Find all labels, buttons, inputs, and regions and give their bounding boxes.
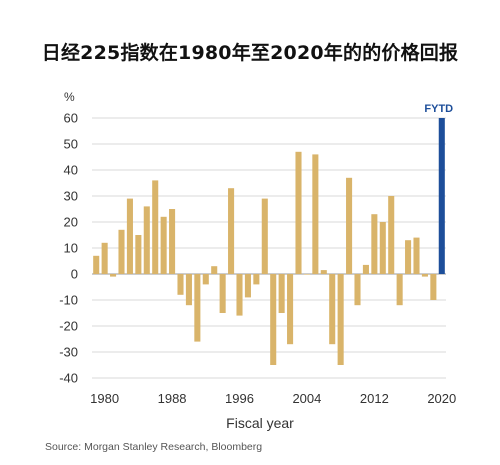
bar-1998: [253, 274, 260, 285]
gridlines: [92, 117, 446, 379]
bar-1993: [211, 266, 218, 274]
bar-2004: [303, 274, 310, 275]
bar-1991: [194, 274, 201, 342]
bar-1983: [126, 198, 133, 274]
bar-1985: [143, 206, 150, 274]
bar-2009: [346, 177, 353, 274]
bar-1987: [160, 216, 167, 274]
x-tick-label: 1996: [225, 391, 254, 406]
y-tick-label: -30: [59, 345, 78, 360]
source-note: Source: Morgan Stanley Research, Bloombe…: [45, 441, 263, 453]
y-tick-label: 10: [64, 241, 78, 256]
y-tick-label: -20: [59, 319, 78, 334]
bar-1997: [244, 274, 251, 298]
bars: [93, 118, 445, 365]
bar-2019: [430, 274, 437, 300]
y-tick-label: 40: [64, 163, 78, 178]
chart-title: 日经225指数在1980年至2020年的的价格回报: [41, 42, 459, 64]
bar-2005: [312, 154, 319, 274]
bar-1988: [169, 209, 176, 274]
x-axis-label: Fiscal year: [226, 415, 294, 431]
bar-1989: [177, 274, 184, 295]
bar-1979: [93, 255, 100, 274]
y-tick-label: 20: [64, 215, 78, 230]
x-tick-label: 2012: [360, 391, 389, 406]
bar-1982: [118, 229, 125, 274]
bar-2017: [413, 237, 420, 274]
bar-2015: [396, 274, 403, 306]
y-axis: 60 50 40 30 20 10 0 -10 -20 -30 -40: [59, 111, 78, 386]
bar-2006: [320, 270, 327, 274]
bar-fytd: [438, 118, 445, 274]
bar-1990: [185, 274, 192, 306]
bar-2001: [278, 274, 285, 313]
x-axis: 1980 1988 1996 2004 2012 2020: [90, 391, 456, 406]
bar-1994: [219, 274, 226, 313]
bar-1981: [110, 274, 117, 277]
bar-2013: [379, 222, 386, 274]
bar-2002: [287, 274, 294, 345]
y-unit-label: %: [64, 90, 75, 104]
y-tick-label: 60: [64, 111, 78, 126]
bar-1984: [135, 235, 142, 274]
y-tick-label: -10: [59, 293, 78, 308]
bar-1996: [236, 274, 243, 316]
bar-1995: [228, 188, 235, 274]
bar-2003: [295, 151, 302, 274]
y-tick-label: -40: [59, 371, 78, 386]
bar-2008: [337, 274, 344, 365]
bar-2018: [421, 274, 428, 277]
x-tick-label: 1988: [158, 391, 187, 406]
y-tick-label: 30: [64, 189, 78, 204]
y-tick-label: 0: [71, 267, 78, 282]
x-tick-label: 2020: [427, 391, 456, 406]
bar-2016: [405, 240, 412, 274]
bar-1992: [202, 274, 209, 285]
bar-2007: [329, 274, 336, 345]
x-tick-label: 2004: [292, 391, 321, 406]
bar-1980: [101, 242, 108, 274]
bar-2011: [362, 264, 369, 274]
bar-1986: [152, 180, 159, 274]
bar-2014: [388, 196, 395, 274]
bar-2012: [371, 214, 378, 274]
bar-2010: [354, 274, 361, 306]
bar-1999: [261, 198, 268, 274]
x-tick-label: 1980: [90, 391, 119, 406]
fytd-annotation: FYTD: [424, 103, 453, 115]
bar-2000: [270, 274, 277, 365]
y-tick-label: 50: [64, 137, 78, 152]
